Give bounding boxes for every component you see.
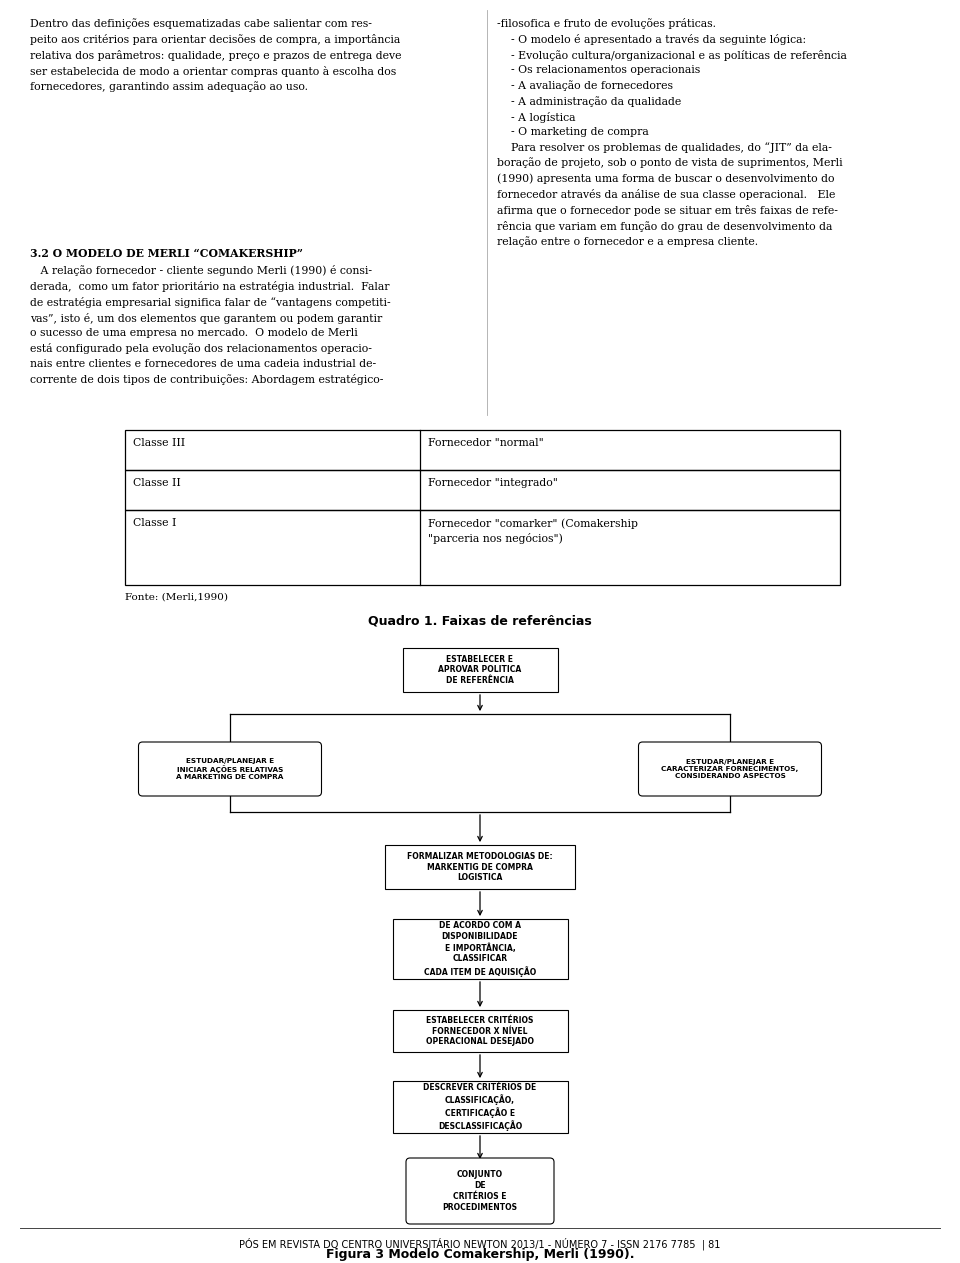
Bar bbox=[125, 470, 840, 510]
Text: ESTABELECER CRITÉRIOS
FORNECEDOR X NÍVEL
OPERACIONAL DESEJADO: ESTABELECER CRITÉRIOS FORNECEDOR X NÍVEL… bbox=[426, 1015, 534, 1046]
Bar bbox=[385, 845, 575, 889]
Text: DESCREVER CRITÉRIOS DE
CLASSIFICAÇÃO,
CERTIFICAÇÃO E
DESCLASSIFICAÇÃO: DESCREVER CRITÉRIOS DE CLASSIFICAÇÃO, CE… bbox=[423, 1082, 537, 1132]
Bar bbox=[125, 510, 840, 585]
Text: FORMALIZAR METODOLOGIAS DE:
MARKENTIG DE COMPRA
LOGISTICA: FORMALIZAR METODOLOGIAS DE: MARKENTIG DE… bbox=[407, 851, 553, 883]
Text: Fornecedor "integrado": Fornecedor "integrado" bbox=[428, 477, 558, 488]
Text: Classe II: Classe II bbox=[133, 477, 180, 488]
Text: A relação fornecedor - cliente segundo Merli (1990) é consi-
derada,  como um fa: A relação fornecedor - cliente segundo M… bbox=[30, 265, 391, 384]
Bar bbox=[393, 1010, 567, 1052]
Text: Dentro das definições esquematizadas cabe salientar com res-
peito aos critérios: Dentro das definições esquematizadas cab… bbox=[30, 18, 401, 92]
Text: -filosofica e fruto de evoluções práticas.
    - O modelo é apresentado a través: -filosofica e fruto de evoluções prática… bbox=[497, 18, 847, 248]
Text: PÓS EM REVISTA DO CENTRO UNIVERSITÁRIO NEWTON 2013/1 - NÚMERO 7 - ISSN 2176 7785: PÓS EM REVISTA DO CENTRO UNIVERSITÁRIO N… bbox=[239, 1238, 721, 1250]
Text: Fornecedor "normal": Fornecedor "normal" bbox=[428, 438, 543, 448]
Text: Quadro 1. Faixas de referências: Quadro 1. Faixas de referências bbox=[368, 615, 592, 628]
Text: ESTUDAR/PLANEJAR E
INICIAR AÇÕES RELATIVAS
A MARKETING DE COMPRA: ESTUDAR/PLANEJAR E INICIAR AÇÕES RELATIV… bbox=[177, 758, 284, 781]
FancyBboxPatch shape bbox=[406, 1158, 554, 1224]
Text: ESTABELECER E
APROVAR POLITICA
DE REFERÊNCIA: ESTABELECER E APROVAR POLITICA DE REFERÊ… bbox=[439, 654, 521, 686]
Text: DE ACORDO COM A
DISPONIBILIDADE
E IMPORTÂNCIA,
CLASSIFICAR
CADA ITEM DE AQUISIÇÃ: DE ACORDO COM A DISPONIBILIDADE E IMPORT… bbox=[424, 922, 536, 976]
Bar bbox=[393, 919, 567, 979]
Text: Fornecedor "comarker" (Comakership
"parceria nos negócios"): Fornecedor "comarker" (Comakership "parc… bbox=[428, 518, 638, 544]
Text: ESTUDAR/PLANEJAR E
CARACTERIZAR FORNECIMENTOS,
CONSIDERANDO ASPECTOS: ESTUDAR/PLANEJAR E CARACTERIZAR FORNECIM… bbox=[661, 759, 799, 779]
Text: Classe III: Classe III bbox=[133, 438, 185, 448]
Bar bbox=[402, 648, 558, 692]
Text: Figura 3 Modelo Comakership, Merli (1990).: Figura 3 Modelo Comakership, Merli (1990… bbox=[325, 1248, 635, 1260]
Bar bbox=[125, 429, 840, 470]
Text: 3.2 O MODELO DE MERLI “COMAKERSHIP”: 3.2 O MODELO DE MERLI “COMAKERSHIP” bbox=[30, 248, 303, 259]
Text: Fonte: (Merli,1990): Fonte: (Merli,1990) bbox=[125, 594, 228, 602]
Text: CONJUNTO
DE
CRITÉRIOS E
PROCEDIMENTOS: CONJUNTO DE CRITÉRIOS E PROCEDIMENTOS bbox=[443, 1171, 517, 1211]
FancyBboxPatch shape bbox=[138, 741, 322, 796]
Text: Classe I: Classe I bbox=[133, 518, 177, 528]
FancyBboxPatch shape bbox=[638, 741, 822, 796]
Bar bbox=[393, 1081, 567, 1133]
